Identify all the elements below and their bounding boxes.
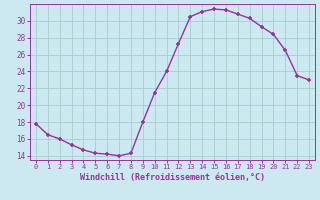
X-axis label: Windchill (Refroidissement éolien,°C): Windchill (Refroidissement éolien,°C) [80, 173, 265, 182]
